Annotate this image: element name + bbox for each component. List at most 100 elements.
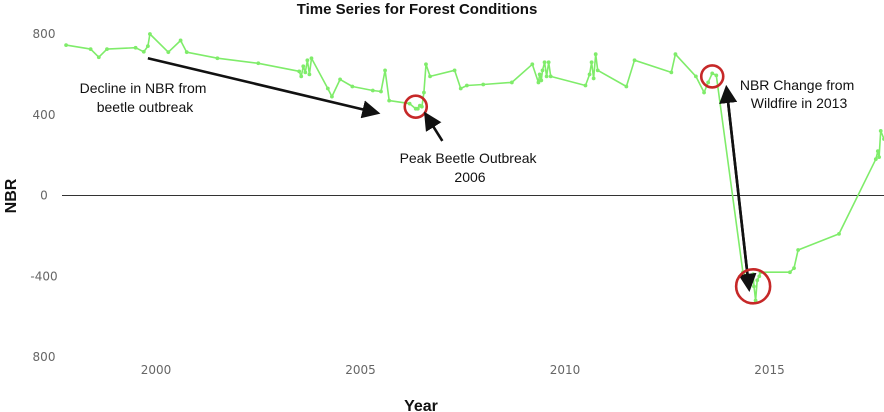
- data-point: [370, 88, 375, 93]
- data-point: [184, 50, 189, 55]
- data-point: [88, 47, 93, 52]
- annotation-peak-beetle: Peak Beetle Outbreak 2006: [400, 150, 541, 185]
- chart-title: Time Series for Forest Conditions: [297, 1, 538, 18]
- y-tick-label: 800: [33, 350, 56, 364]
- circle-wildfire-drop: [734, 268, 772, 305]
- data-point: [422, 90, 426, 95]
- annotation-wildfire-line-1: NBR Change from: [740, 77, 854, 93]
- data-point: [424, 62, 428, 67]
- annotation-beetle-decline: Decline in NBR from beetle outbreak: [80, 80, 211, 115]
- data-point: [540, 68, 545, 73]
- data-point: [837, 231, 841, 236]
- data-point: [105, 47, 109, 52]
- annotation-beetle-decline-line-2: beetle outbreak: [97, 99, 195, 115]
- data-point: [714, 73, 719, 78]
- x-axis-label: Year: [404, 398, 438, 412]
- data-point: [133, 45, 138, 50]
- data-point: [338, 77, 342, 82]
- data-point: [330, 94, 334, 99]
- data-point: [877, 155, 881, 160]
- data-point: [415, 106, 420, 111]
- x-tick-label: 2000: [141, 363, 172, 377]
- data-point: [546, 60, 551, 65]
- data-point: [548, 74, 553, 79]
- data-point: [96, 55, 101, 60]
- data-point: [309, 56, 314, 61]
- data-point: [325, 86, 330, 91]
- data-point: [303, 70, 308, 75]
- data-point: [544, 74, 549, 79]
- data-point: [145, 44, 150, 49]
- x-axis-ticks: 2000 2005 2010 2015: [141, 363, 785, 377]
- annotation-beetle-decline-line-1: Decline in NBR from: [80, 80, 207, 96]
- y-axis-ticks: 800 400 0 -400 800: [30, 27, 57, 364]
- data-point: [542, 60, 547, 65]
- data-point: [307, 72, 312, 77]
- data-point: [215, 56, 220, 61]
- data-point: [537, 72, 542, 77]
- annotation-peak-beetle-line-2: 2006: [454, 169, 485, 185]
- data-point: [632, 58, 637, 63]
- data-point: [428, 74, 432, 79]
- arrow-wildfire-down: [725, 88, 757, 292]
- data-point: [148, 32, 152, 36]
- data-point: [624, 84, 629, 89]
- data-point: [539, 78, 544, 83]
- data-point: [407, 101, 412, 106]
- data-point: [796, 248, 801, 252]
- annotation-wildfire-line-2: Wildfire in 2013: [751, 95, 848, 111]
- data-point: [509, 80, 514, 85]
- data-point: [593, 52, 598, 57]
- data-point: [178, 38, 183, 43]
- data-point: [297, 69, 302, 74]
- data-point: [595, 68, 600, 73]
- data-point: [299, 74, 304, 79]
- data-point: [751, 272, 756, 277]
- annotation-wildfire: NBR Change from Wildfire in 2013: [740, 77, 858, 111]
- data-point: [452, 68, 457, 73]
- arrow-peak-beetle: [424, 111, 444, 142]
- data-point: [583, 83, 588, 88]
- data-point: [753, 298, 758, 303]
- circle-peak-beetle: [403, 94, 429, 119]
- data-point: [387, 98, 392, 103]
- data-point: [383, 68, 387, 73]
- data-point: [875, 149, 880, 153]
- circle-wildfire-start: [699, 64, 725, 89]
- y-tick-label: 800: [33, 27, 56, 41]
- data-point: [64, 43, 68, 48]
- data-point: [305, 58, 310, 63]
- data-point: [702, 90, 706, 95]
- data-point: [591, 76, 596, 81]
- y-tick-label: -400: [30, 269, 57, 283]
- annotation-peak-beetle-line-1: Peak Beetle Outbreak: [400, 150, 538, 166]
- data-point: [757, 274, 762, 279]
- data-point: [749, 279, 753, 284]
- data-point: [673, 52, 678, 57]
- data-point: [706, 80, 711, 85]
- data-point: [419, 104, 424, 109]
- data-point: [379, 89, 383, 94]
- data-point: [536, 80, 541, 85]
- series-line: [65, 33, 884, 302]
- data-point: [669, 70, 674, 75]
- data-point: [710, 71, 715, 76]
- data-point: [350, 84, 355, 89]
- data-point: [141, 49, 146, 54]
- x-tick-label: 2005: [345, 363, 376, 377]
- y-axis-label: NBR: [3, 178, 20, 213]
- data-point: [873, 157, 878, 162]
- data-point: [166, 50, 171, 55]
- data-point: [464, 83, 469, 88]
- x-tick-label: 2015: [754, 363, 785, 377]
- data-point: [792, 266, 796, 271]
- data-point: [481, 82, 486, 87]
- data-point: [693, 74, 698, 79]
- data-point: [256, 61, 261, 66]
- data-point: [878, 129, 883, 133]
- y-tick-label: 0: [40, 189, 48, 203]
- data-point: [458, 86, 463, 91]
- data-point: [589, 60, 594, 65]
- x-tick-label: 2010: [550, 363, 581, 377]
